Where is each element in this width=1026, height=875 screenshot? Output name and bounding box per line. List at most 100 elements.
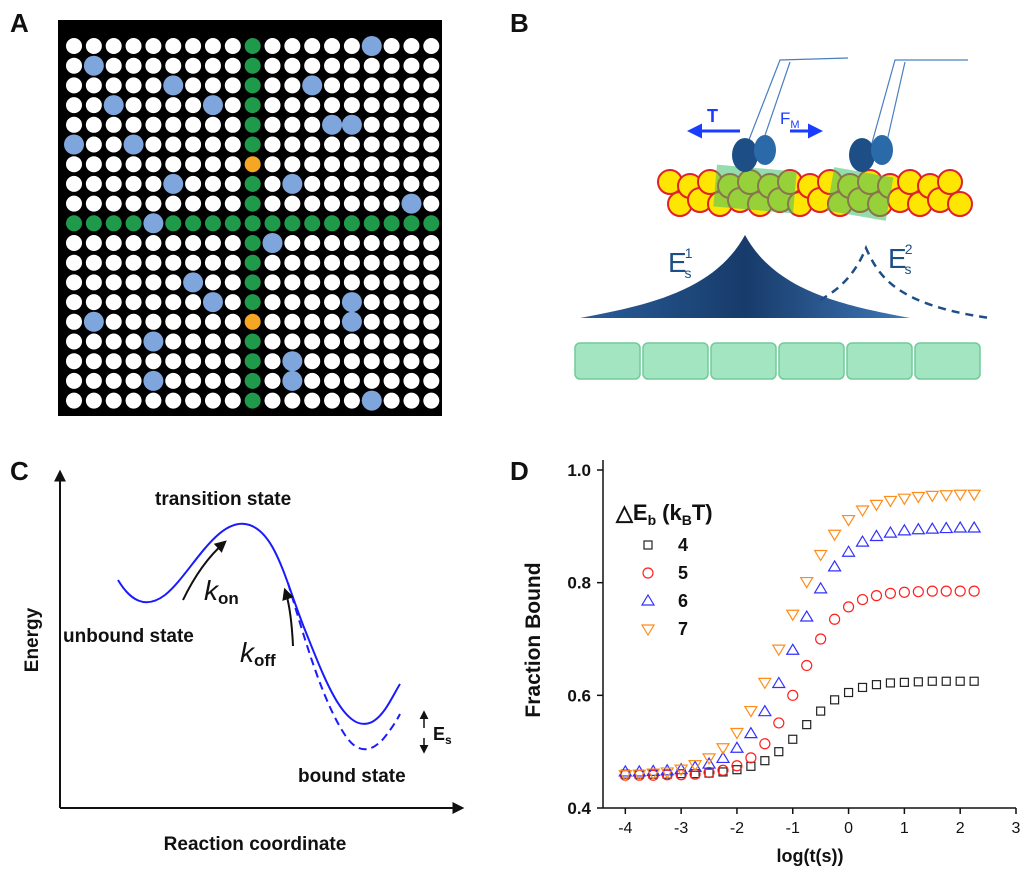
- point: [841, 545, 856, 557]
- lattice-site: [341, 311, 362, 332]
- lattice-site: [324, 254, 341, 271]
- lattice-site: [343, 215, 360, 232]
- lattice-site: [105, 372, 122, 389]
- lattice-site: [403, 77, 420, 94]
- lattice-site: [423, 274, 440, 291]
- lattice-site: [165, 392, 182, 409]
- lattice-site: [204, 57, 221, 74]
- point: [911, 522, 926, 535]
- point: [674, 764, 689, 777]
- lattice-site: [145, 274, 162, 291]
- point: [785, 609, 800, 622]
- point: [869, 499, 884, 512]
- lattice-site: [224, 38, 241, 54]
- site-box: [778, 342, 845, 380]
- lattice-site: [383, 274, 400, 291]
- panel-label: B: [510, 8, 529, 38]
- lattice-site: [363, 136, 380, 153]
- point: [646, 768, 661, 781]
- lattice-site: [145, 57, 162, 74]
- lattice-site: [105, 235, 122, 251]
- actin-bead: [937, 169, 963, 195]
- lattice-site: [264, 294, 281, 311]
- lattice-site: [165, 116, 182, 133]
- lattice-site: [185, 116, 202, 133]
- point: [967, 520, 982, 533]
- lattice-site: [66, 254, 82, 271]
- lattice-site: [85, 235, 102, 251]
- lattice-site: [143, 213, 164, 234]
- lattice-site: [264, 175, 281, 192]
- point: [883, 525, 898, 538]
- point: [829, 613, 841, 625]
- rate-text: k: [240, 637, 256, 668]
- lattice-site: [145, 254, 162, 271]
- lattice-site: [423, 195, 440, 212]
- lattice-site: [145, 156, 162, 173]
- lattice-site: [363, 254, 380, 271]
- lattice-site: [125, 195, 142, 212]
- lattice-site: [423, 175, 440, 192]
- lattice-site: [66, 77, 82, 94]
- lattice-site: [383, 294, 400, 311]
- energy-label: E1 s: [668, 245, 693, 281]
- lattice-site: [244, 136, 261, 153]
- lattice-site: [282, 173, 303, 194]
- lattice-site: [363, 372, 380, 389]
- lattice-site: [383, 57, 400, 74]
- lattice-site: [125, 274, 142, 291]
- lattice-site: [363, 313, 380, 330]
- point: [771, 676, 786, 689]
- lattice-site: [423, 235, 440, 251]
- lattice-site: [363, 353, 380, 370]
- x-tick-label: -1: [786, 820, 800, 837]
- lattice-site: [85, 274, 102, 291]
- lattice-site: [284, 77, 301, 94]
- lattice-site: [66, 215, 82, 232]
- lattice-site: [165, 156, 182, 173]
- lattice-site: [244, 38, 261, 54]
- lattice-site: [423, 215, 440, 232]
- point: [773, 717, 785, 729]
- lattice-site: [105, 77, 122, 94]
- lattice-site: [423, 353, 440, 370]
- lattice-site: [304, 136, 321, 153]
- lattice-site: [105, 313, 122, 330]
- y-tick-label: 1.0: [567, 461, 591, 480]
- point: [771, 644, 786, 657]
- lattice-site: [284, 254, 301, 271]
- lattice-site: [125, 57, 142, 74]
- lattice-site: [224, 175, 241, 192]
- legend-title: △Eb (kBT): [615, 500, 713, 528]
- lattice-site: [145, 195, 162, 212]
- point: [743, 705, 758, 718]
- lattice-site: [66, 97, 82, 114]
- point: [785, 643, 800, 655]
- lattice-site: [105, 136, 122, 153]
- lattice-site: [304, 97, 321, 114]
- lattice-site: [403, 175, 420, 192]
- filament: [657, 169, 973, 217]
- lattice-site: [304, 333, 321, 350]
- lattice-site: [264, 136, 281, 153]
- point: [953, 489, 968, 502]
- lattice-site: [66, 353, 82, 370]
- legend-marker: [640, 624, 656, 637]
- lattice-site: [105, 38, 122, 54]
- point: [912, 586, 924, 598]
- lattice-site: [204, 235, 221, 251]
- lattice-site: [165, 294, 182, 311]
- lattice-site: [341, 114, 362, 135]
- lattice-site: [324, 392, 341, 409]
- lattice-site: [343, 175, 360, 192]
- lattice-site: [185, 353, 202, 370]
- lattice-site: [244, 274, 261, 291]
- lattice-site: [343, 38, 360, 54]
- energy-sup: 1: [685, 245, 693, 261]
- y-tick-label: 0.8: [567, 574, 591, 593]
- lattice-site: [284, 116, 301, 133]
- lattice-site: [165, 57, 182, 74]
- lattice-site: [143, 370, 164, 391]
- lattice-site: [244, 392, 261, 409]
- lattice-site: [383, 392, 400, 409]
